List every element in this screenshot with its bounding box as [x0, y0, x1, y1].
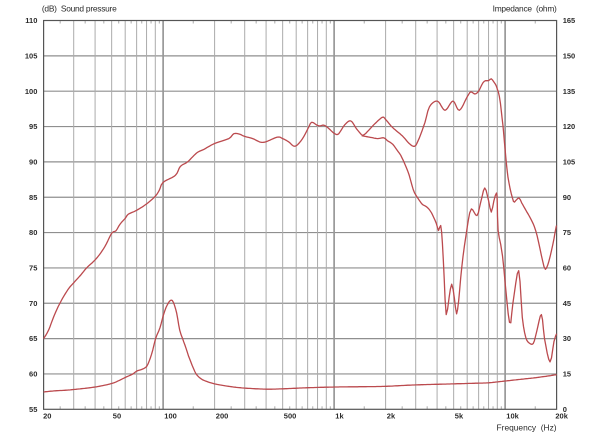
svg-text:60: 60 [563, 264, 571, 273]
svg-text:Frequency (Hz): Frequency (Hz) [497, 422, 557, 432]
svg-text:5k: 5k [455, 411, 464, 420]
svg-text:165: 165 [563, 16, 576, 25]
svg-text:15: 15 [563, 370, 571, 379]
svg-text:90: 90 [563, 193, 571, 202]
svg-text:Impedance (ohm): Impedance (ohm) [493, 3, 557, 13]
svg-text:75: 75 [29, 264, 37, 273]
svg-text:70: 70 [29, 299, 37, 308]
svg-text:50: 50 [113, 411, 121, 420]
svg-text:60: 60 [29, 370, 37, 379]
svg-text:1k: 1k [335, 411, 344, 420]
svg-text:500: 500 [284, 411, 297, 420]
svg-text:80: 80 [29, 228, 37, 237]
svg-text:105: 105 [563, 158, 576, 167]
svg-text:2k: 2k [387, 411, 396, 420]
svg-text:105: 105 [25, 51, 38, 60]
svg-text:120: 120 [563, 122, 576, 131]
svg-text:75: 75 [563, 228, 571, 237]
svg-text:95: 95 [29, 122, 37, 131]
svg-text:(dB) Sound pressure: (dB) Sound pressure [42, 3, 117, 13]
svg-text:200: 200 [216, 411, 229, 420]
svg-text:85: 85 [29, 193, 37, 202]
svg-text:65: 65 [29, 334, 37, 343]
svg-text:10k: 10k [506, 411, 519, 420]
svg-text:100: 100 [164, 411, 177, 420]
svg-text:90: 90 [29, 158, 37, 167]
svg-text:20: 20 [43, 411, 51, 420]
svg-text:30: 30 [563, 334, 571, 343]
svg-text:150: 150 [563, 51, 576, 60]
svg-text:45: 45 [563, 299, 571, 308]
svg-text:55: 55 [29, 405, 37, 414]
svg-text:20k: 20k [555, 411, 568, 420]
svg-text:100: 100 [25, 87, 38, 96]
svg-text:135: 135 [563, 87, 576, 96]
svg-text:110: 110 [25, 16, 37, 25]
svg-text:0: 0 [563, 405, 567, 414]
